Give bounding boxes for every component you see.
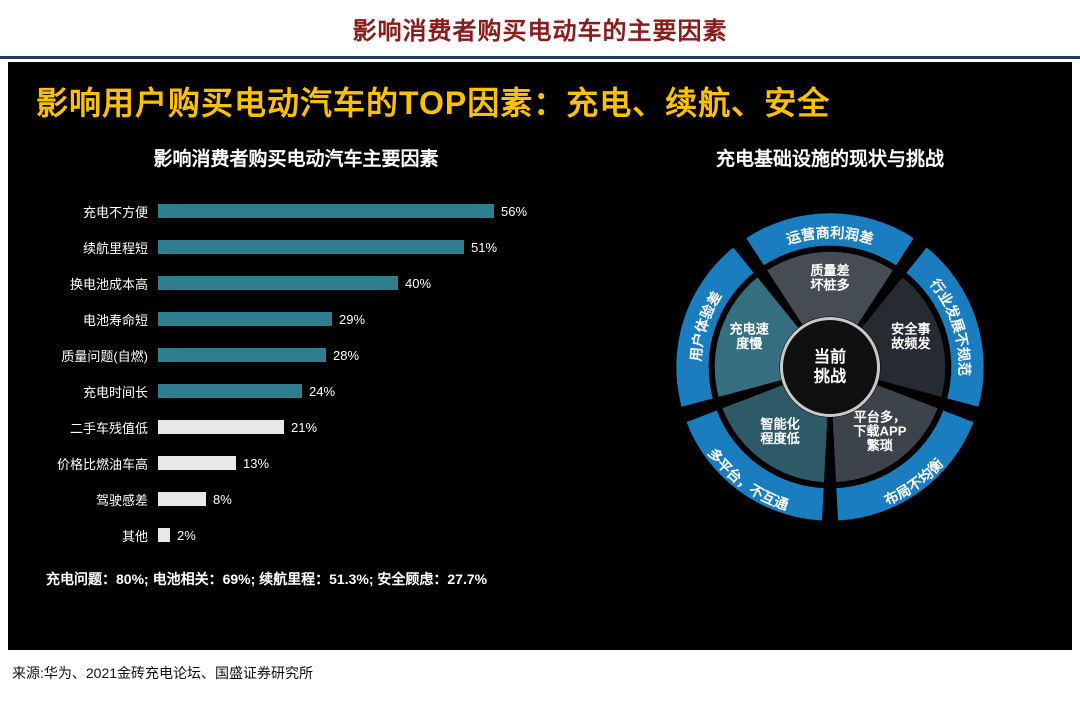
- center-label: 当前挑战: [814, 347, 847, 385]
- panel-headline: 影响用户购买电动汽车的TOP因素：充电、续航、安全: [36, 85, 831, 121]
- ring-segment: [686, 410, 824, 521]
- bar-value: 51%: [471, 239, 498, 255]
- bar-value: 21%: [291, 419, 318, 435]
- bar-category-label: 充电时间长: [82, 384, 148, 400]
- wedge-segment: [714, 277, 799, 397]
- ring-segment: [676, 247, 754, 407]
- bar-category-label: 质量问题(自燃): [61, 348, 148, 364]
- bar-chart-section: 影响消费者购买电动汽车主要因素 充电不方便 56% 续航里程短 51% 换电池成本高 40…: [36, 144, 616, 589]
- title-divider: [0, 56, 1080, 59]
- bar: [158, 240, 464, 254]
- ring-segment: [906, 247, 984, 407]
- bar: [158, 204, 494, 218]
- chart-summary: 充电问题：80%; 电池相关：69%; 续航里程：51.3%; 安全顾虑：27.…: [46, 571, 488, 587]
- center-circle: [779, 316, 881, 418]
- bar-value: 8%: [213, 491, 232, 507]
- wedge-label: 安全事故频发: [891, 321, 931, 351]
- bar-row: 电池寿命短 29%: [36, 301, 616, 337]
- wedge-label: 质量差坏桩多: [810, 262, 849, 292]
- bar: [158, 312, 332, 326]
- bar-value: 28%: [333, 347, 360, 363]
- bar: [158, 420, 284, 434]
- wedge-label: 智能化程度低: [760, 415, 799, 445]
- bar-value: 13%: [243, 455, 270, 471]
- bar: [158, 276, 398, 290]
- bar-category-label: 驾驶感差: [95, 492, 148, 508]
- bar-row: 其他 2%: [36, 517, 616, 553]
- wedge-label: 平台多，下载APP 繁琐: [853, 408, 906, 453]
- wedge-segment: [861, 277, 946, 397]
- bar: [158, 348, 326, 362]
- bar-category-label: 其他: [121, 528, 148, 544]
- bar-category-label: 充电不方便: [82, 204, 148, 220]
- wedge-segment: [722, 385, 828, 483]
- bar-value: 40%: [405, 275, 432, 291]
- page-header: 影响消费者购买电动车的主要因素: [0, 0, 1080, 56]
- wedge-segment: [832, 385, 938, 483]
- wheel-title: 充电基础设施的现状与挑战: [715, 149, 944, 170]
- bar-value: 56%: [501, 203, 528, 219]
- bar-chart: 充电不方便 56% 续航里程短 51% 换电池成本高 40% 电池寿命短 29% 质量问题(自燃…: [36, 193, 616, 553]
- bar: [158, 492, 206, 506]
- report-panel: 影响用户购买电动汽车的TOP因素：充电、续航、安全 影响消费者购买电动汽车主要因…: [8, 62, 1072, 650]
- wedge-label: 充电速度慢: [730, 321, 769, 351]
- bar: [158, 456, 236, 470]
- bar-category-label: 价格比燃油车高: [56, 456, 148, 472]
- panel-content: 影响消费者购买电动汽车主要因素 充电不方便 56% 续航里程短 51% 换电池成本高 40…: [36, 144, 1044, 589]
- bar-row: 质量问题(自燃) 28%: [36, 337, 616, 373]
- source-note: 来源:华为、2021金砖充电论坛、国盛证券研究所: [12, 665, 314, 681]
- bar-row: 价格比燃油车高 13%: [36, 445, 616, 481]
- bar: [158, 384, 302, 398]
- bar-category-label: 电池寿命短: [82, 312, 148, 328]
- ring-segment: [746, 213, 914, 266]
- bar-category-label: 二手车残值低: [69, 420, 148, 436]
- bar-value: 24%: [309, 383, 336, 399]
- bar-row: 驾驶感差 8%: [36, 481, 616, 517]
- bar-row: 续航里程短 51%: [36, 229, 616, 265]
- bar-row: 充电不方便 56%: [36, 193, 616, 229]
- bar: [158, 528, 170, 542]
- bar-category-label: 换电池成本高: [69, 276, 148, 292]
- page: 影响消费者购买电动车的主要因素 影响用户购买电动汽车的TOP因素：充电、续航、安…: [0, 0, 1080, 681]
- bar-row: 二手车残值低 21%: [36, 409, 616, 445]
- bar-chart-title: 影响消费者购买电动汽车主要因素: [153, 149, 439, 170]
- bar-value: 29%: [339, 311, 366, 327]
- page-title: 影响消费者购买电动车的主要因素: [352, 17, 728, 45]
- wheel-section: 充电基础设施的现状与挑战 运营商利润差 质量差坏桩多 行业发展不规范 安全事故频发 布局…: [616, 144, 1044, 589]
- bar-row: 换电池成本高 40%: [36, 265, 616, 301]
- bar-category-label: 续航里程短: [82, 240, 148, 256]
- ring-segment: [836, 410, 974, 521]
- bar-value: 2%: [177, 527, 196, 543]
- bar-row: 充电时间长 24%: [36, 373, 616, 409]
- wedge-segment: [767, 251, 893, 325]
